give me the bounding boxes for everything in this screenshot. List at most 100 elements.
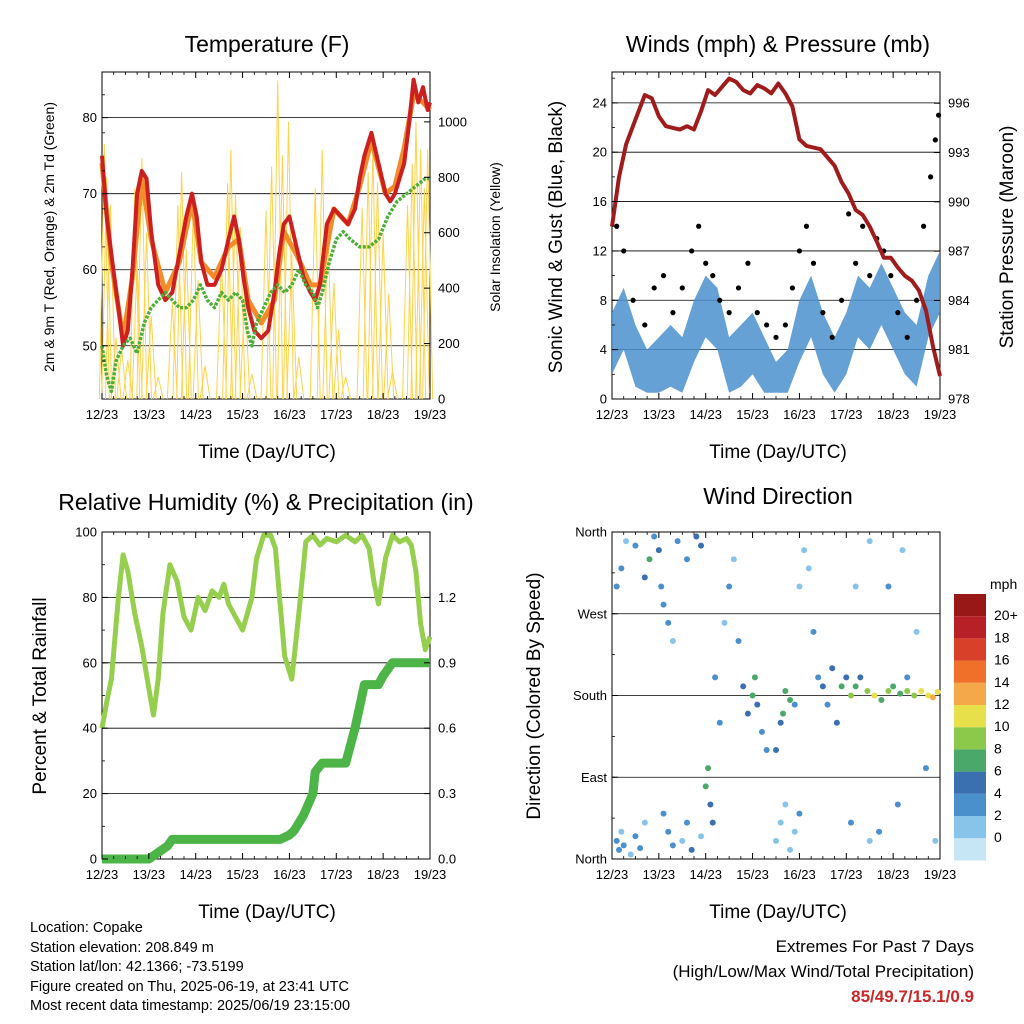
legend-swatch xyxy=(954,771,986,794)
direction-point xyxy=(824,701,831,708)
direction-point xyxy=(709,819,716,826)
gust-point xyxy=(745,260,751,266)
direction-point xyxy=(810,628,817,635)
legend-swatch xyxy=(954,727,986,750)
y-tick-label: 40 xyxy=(83,721,97,736)
insolation-spike xyxy=(101,177,113,400)
recent-data-text: Most recent data timestamp: 2025/06/19 2… xyxy=(30,998,351,1014)
gust-point xyxy=(839,297,845,303)
y-tick-label: 70 xyxy=(83,186,97,201)
winds-ylabel: Sonic Wind & Gust (Blue, Black) xyxy=(546,101,567,373)
gust-point xyxy=(735,285,742,291)
direction-point xyxy=(613,837,620,844)
x-tick-label: 16/23 xyxy=(783,407,816,422)
direction-point xyxy=(838,683,845,690)
dewpoint-line xyxy=(100,176,430,394)
legend-label: 2 xyxy=(994,807,1002,823)
direction-point xyxy=(637,845,644,852)
y-right-tick-label: 1.2 xyxy=(438,590,456,605)
insolation-spike xyxy=(152,376,164,400)
winds-title: Winds (mph) & Pressure (mb) xyxy=(626,31,930,57)
direction-point xyxy=(847,692,854,699)
direction-point xyxy=(613,583,620,590)
legend-swatch xyxy=(954,838,986,861)
direction-point xyxy=(749,692,756,699)
legend-label: 4 xyxy=(994,785,1002,801)
direction-point xyxy=(864,687,871,694)
direction-point xyxy=(925,692,932,699)
legend-label: 20+ xyxy=(994,607,1018,623)
y-tick-label: North xyxy=(575,525,607,540)
x-tick-label: 12/23 xyxy=(596,407,629,422)
temperature-ylabel: 2m & 9m T (Red, Orange) & 2m Td (Green) xyxy=(41,102,57,372)
insolation-spike xyxy=(333,329,345,400)
direction-point xyxy=(618,565,625,572)
direction-point xyxy=(782,687,789,694)
direction-point xyxy=(620,842,627,849)
wind-direction-xlabel: Time (Day/UTC) xyxy=(709,902,847,923)
insolation-spike xyxy=(136,157,148,400)
y-right-tick-label: 981 xyxy=(948,342,970,357)
direction-point xyxy=(773,747,779,753)
legend-swatch xyxy=(954,682,986,705)
direction-point xyxy=(730,556,737,563)
x-tick-label: 16/23 xyxy=(273,867,306,882)
gust-point xyxy=(679,285,685,291)
gust-point xyxy=(803,223,810,229)
gust-point xyxy=(860,223,866,229)
direction-point xyxy=(693,533,700,540)
direction-point xyxy=(705,765,712,772)
gust-point xyxy=(754,310,760,316)
direction-point xyxy=(904,687,911,694)
humidity-precip-panel: Relative Humidity (%) & Precipitation (i… xyxy=(30,489,474,923)
insolation-spike xyxy=(145,315,157,400)
gust-point xyxy=(829,334,835,340)
temperature-xlabel: Time (Day/UTC) xyxy=(198,442,336,463)
wind-direction-title: Wind Direction xyxy=(703,483,853,509)
temperature-title: Temperature (F) xyxy=(185,31,350,57)
y-tick-label: West xyxy=(578,606,608,621)
extremes-subtitle: (High/Low/Max Wind/Total Precipitation) xyxy=(672,962,974,981)
legend-label: 6 xyxy=(994,763,1002,779)
gust-point xyxy=(642,322,648,328)
y-right-tick-label: 0 xyxy=(438,392,445,407)
wind-band xyxy=(612,250,940,393)
y-right-tick-label: 996 xyxy=(948,96,970,111)
insolation-spike xyxy=(362,171,374,400)
insolation-spike xyxy=(122,360,134,400)
latlon-text: Station lat/lon: 42.1366; -73.5199 xyxy=(30,959,244,975)
y-tick-label: 8 xyxy=(600,293,607,308)
temperature-panel: Temperature (F) 506070800200400600800100… xyxy=(41,31,503,463)
y-right-tick-label: 200 xyxy=(438,336,460,351)
direction-point xyxy=(782,801,789,808)
y-tick-label: 100 xyxy=(75,525,97,540)
legend-label: 12 xyxy=(994,696,1010,712)
direction-point xyxy=(847,819,854,826)
direction-point xyxy=(669,638,676,644)
y-right-tick-label: 0.3 xyxy=(438,786,456,801)
gust-point xyxy=(621,248,627,254)
speed-legend-title: mph xyxy=(990,576,1017,592)
humidity-title: Relative Humidity (%) & Precipitation (i… xyxy=(58,489,473,515)
insolation-spike xyxy=(406,163,418,400)
direction-point xyxy=(641,819,648,826)
insolation-spike xyxy=(225,149,237,400)
direction-point xyxy=(698,833,705,840)
legend-swatch xyxy=(954,594,986,617)
direction-point xyxy=(852,683,859,690)
direction-point xyxy=(780,710,787,717)
gust-point xyxy=(773,334,779,340)
x-tick-label: 12/23 xyxy=(86,407,119,422)
x-tick-label: 15/23 xyxy=(226,867,259,882)
gust-point xyxy=(932,137,938,143)
insolation-spike xyxy=(234,227,246,400)
gust-point xyxy=(670,310,676,316)
y-right-tick-label: 993 xyxy=(948,145,970,160)
x-tick-label: 16/23 xyxy=(273,407,306,422)
direction-point xyxy=(857,674,864,681)
created-text: Figure created on Thu, 2025-06-19, at 23… xyxy=(30,978,349,995)
direction-point xyxy=(796,583,803,590)
insolation-spike xyxy=(356,207,368,400)
insolation-spike xyxy=(383,293,395,400)
direction-point xyxy=(929,694,936,701)
